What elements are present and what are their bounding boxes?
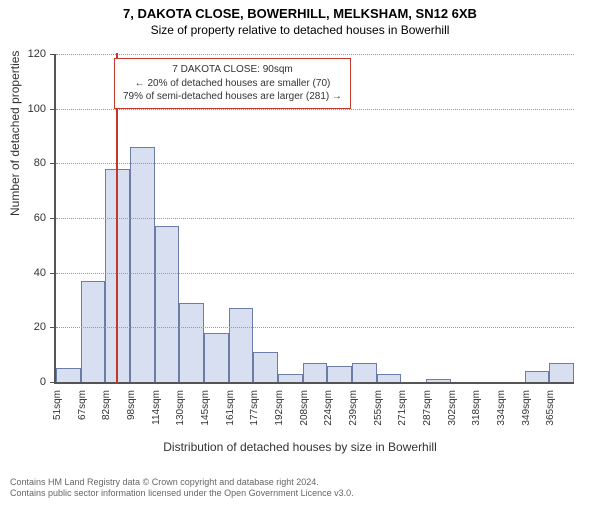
- title-sub: Size of property relative to detached ho…: [0, 23, 600, 37]
- bar: [56, 368, 81, 382]
- bar: [525, 371, 550, 382]
- y-tick-label: 120: [28, 48, 56, 60]
- bar: [81, 281, 106, 382]
- x-tick-label: 239sqm: [348, 382, 359, 426]
- histogram-plot: 51sqm67sqm82sqm98sqm114sqm130sqm145sqm16…: [54, 54, 574, 384]
- x-axis-label: Distribution of detached houses by size …: [0, 440, 600, 454]
- x-tick-label: 177sqm: [249, 382, 260, 426]
- x-tick-label: 67sqm: [77, 382, 88, 420]
- callout-line1: 7 DAKOTA CLOSE: 90sqm: [123, 63, 342, 77]
- x-tick-label: 334sqm: [496, 382, 507, 426]
- y-tick-label: 100: [28, 103, 56, 115]
- callout-line3: 79% of semi-detached houses are larger (…: [123, 90, 342, 104]
- x-tick-label: 365sqm: [545, 382, 556, 426]
- footer-line2: Contains public sector information licen…: [10, 488, 354, 500]
- x-tick-label: 208sqm: [299, 382, 310, 426]
- y-tick-label: 40: [34, 267, 56, 279]
- x-tick-label: 98sqm: [126, 382, 137, 420]
- grid-line: [56, 273, 574, 274]
- bar: [377, 374, 402, 382]
- grid-line: [56, 218, 574, 219]
- bar: [352, 363, 377, 382]
- bar: [204, 333, 229, 382]
- grid-line: [56, 163, 574, 164]
- grid-line: [56, 327, 574, 328]
- x-tick-label: 318sqm: [471, 382, 482, 426]
- y-axis-label: Number of detached properties: [8, 51, 22, 216]
- x-tick-label: 192sqm: [274, 382, 285, 426]
- title-main: 7, DAKOTA CLOSE, BOWERHILL, MELKSHAM, SN…: [0, 6, 600, 21]
- x-tick-label: 224sqm: [323, 382, 334, 426]
- x-tick-label: 145sqm: [200, 382, 211, 426]
- x-tick-label: 82sqm: [101, 382, 112, 420]
- bar: [253, 352, 278, 382]
- bar: [327, 366, 352, 382]
- footer-line1: Contains HM Land Registry data © Crown c…: [10, 477, 354, 489]
- bar: [179, 303, 204, 382]
- bar: [549, 363, 574, 382]
- callout-box: 7 DAKOTA CLOSE: 90sqm← 20% of detached h…: [114, 58, 351, 109]
- bar: [229, 308, 254, 382]
- x-tick-label: 114sqm: [151, 382, 162, 425]
- x-tick-label: 255sqm: [373, 382, 384, 426]
- y-tick-label: 80: [34, 157, 56, 169]
- callout-line2: ← 20% of detached houses are smaller (70…: [123, 77, 342, 91]
- footer-attribution: Contains HM Land Registry data © Crown c…: [10, 477, 354, 500]
- bar: [303, 363, 328, 382]
- bar: [130, 147, 155, 382]
- y-tick-label: 20: [34, 321, 56, 333]
- grid-line: [56, 54, 574, 55]
- x-tick-label: 287sqm: [422, 382, 433, 426]
- x-tick-label: 349sqm: [521, 382, 532, 426]
- grid-line: [56, 109, 574, 110]
- y-tick-label: 0: [40, 376, 56, 388]
- x-tick-label: 302sqm: [447, 382, 458, 426]
- bar: [278, 374, 303, 382]
- bar: [155, 226, 180, 382]
- x-tick-label: 271sqm: [397, 382, 408, 426]
- y-tick-label: 60: [34, 212, 56, 224]
- x-tick-label: 161sqm: [225, 382, 236, 426]
- x-tick-label: 130sqm: [175, 382, 186, 426]
